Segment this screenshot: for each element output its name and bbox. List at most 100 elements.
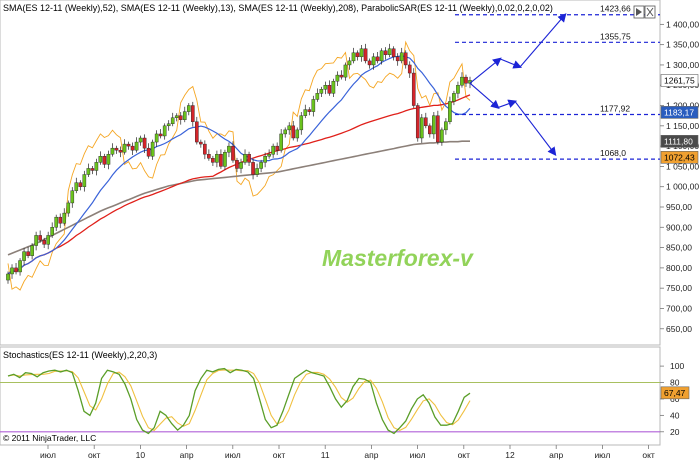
candle-bull [243,154,247,163]
sma-208-line [7,140,470,256]
candle-bear [403,52,408,66]
level-label: 1177,92 [600,103,630,113]
candle-bear [355,52,360,58]
candle-bull [46,235,50,245]
stoch-k-line [7,367,471,435]
price-tick-label: 650,00 [666,324,692,334]
candle-bull [347,60,352,66]
time-tick-label: окт [458,450,471,460]
candle-bear [58,216,63,224]
candle-bear [195,121,199,143]
candle-bull [18,260,22,273]
candle-bear [42,240,46,245]
stoch-tick-label: 40 [670,410,680,420]
candle-bear [90,168,95,171]
price-tick-label: 900,00 [666,222,692,232]
candle-bear [78,182,83,187]
candle-bear [415,105,420,139]
candle-bull [54,216,59,228]
candle-bull [399,52,404,62]
candle-bull [10,267,14,275]
candle-bear [407,64,412,74]
level-label: 1355,75 [600,31,631,41]
parabolic-sar [7,40,471,291]
candle-bull [239,162,243,169]
stoch-last-label: 67,47 [664,388,686,398]
candle-bear [375,56,380,62]
projection-up-arrow [519,13,567,68]
price-tick-label: 700,00 [666,303,692,313]
candle-bull [456,85,460,94]
candle-bull [448,101,452,122]
collapse-icon[interactable] [633,5,645,19]
stochastics-title: Stochastics(ES 12-11 (Weekly),2,20,3) [3,350,157,360]
time-axis: июл окт 10 апр июл окт 11 апр июл окт 12 апр июл окт [40,445,655,460]
candle-bull [86,168,91,175]
candle-bull [323,85,328,90]
candle-bear [367,60,372,66]
parabolic-sar-line [7,40,471,291]
candle-bull [343,64,348,78]
projection-down-arrow [469,82,500,110]
sma-52-line [7,94,471,275]
projection-up-arrow [469,57,502,84]
stoch-tick-label: 100 [670,361,684,371]
candle-bull [6,273,10,281]
candle-bear [130,145,135,151]
projection-down-arrow [514,101,557,156]
candle-bull [182,111,187,120]
candle-bull [263,156,267,163]
candle-bull [271,145,275,155]
candle-bull [259,162,263,169]
price-badges: 1261,75 1183,17 1111,80 1072,43 [660,74,699,164]
price-badge-label: 1072,43 [664,152,695,162]
candle-bull [174,115,179,118]
time-tick-label: июл [594,450,610,460]
candle-bear [203,143,207,155]
candle-bull [98,156,103,163]
candle-bear [383,50,388,55]
candle-bear [199,141,203,145]
candle-bull [134,141,139,151]
candle-bull [66,202,71,214]
candle-bull [106,154,111,165]
candle-bear [142,137,147,149]
candle-bull [287,125,292,131]
stoch-last-badge [660,386,690,400]
candle-bear [424,117,428,127]
time-tick-label: июл [40,450,56,460]
candlestick-series [6,43,472,284]
stoch-d-line [7,369,471,432]
price-badge [660,151,699,164]
price-tick-label: 1 350,00 [666,40,699,50]
indicator-legend: SMA(ES 12-11 (Weekly),52), SMA(ES 12-11 … [3,3,553,13]
price-tick-label: 950,00 [666,202,692,212]
projection-up-arrow [499,58,523,69]
candle-bull [359,48,364,58]
price-badge [660,106,699,119]
price-tick-label: 850,00 [666,243,692,253]
level-label: 1068,0 [600,148,626,158]
candle-bear [102,156,107,165]
close-icon[interactable] [644,5,656,19]
price-badge-label: 1261,75 [664,75,695,85]
price-badge [660,135,699,148]
candle-bull [94,162,99,171]
candle-bull [267,154,271,157]
candle-bear [391,48,396,58]
candle-bull [223,152,227,167]
candle-bull [50,227,54,236]
candle-bull [295,129,300,139]
candle-bull [452,93,456,102]
projection-down-arrow [497,99,518,109]
candle-bull [315,93,320,100]
candle-bear [118,149,123,153]
candle-bear [190,105,195,122]
target-levels: 1423,66 1355,75 1177,92 1068,0 [455,4,660,160]
candle-bear [158,133,163,137]
candle-bear [38,235,42,241]
copyright-text: © 2011 NinjaTrader, LLC [3,433,96,443]
time-tick-label: окт [273,450,286,460]
candle-bull [299,115,304,131]
candle-bull [335,74,340,82]
